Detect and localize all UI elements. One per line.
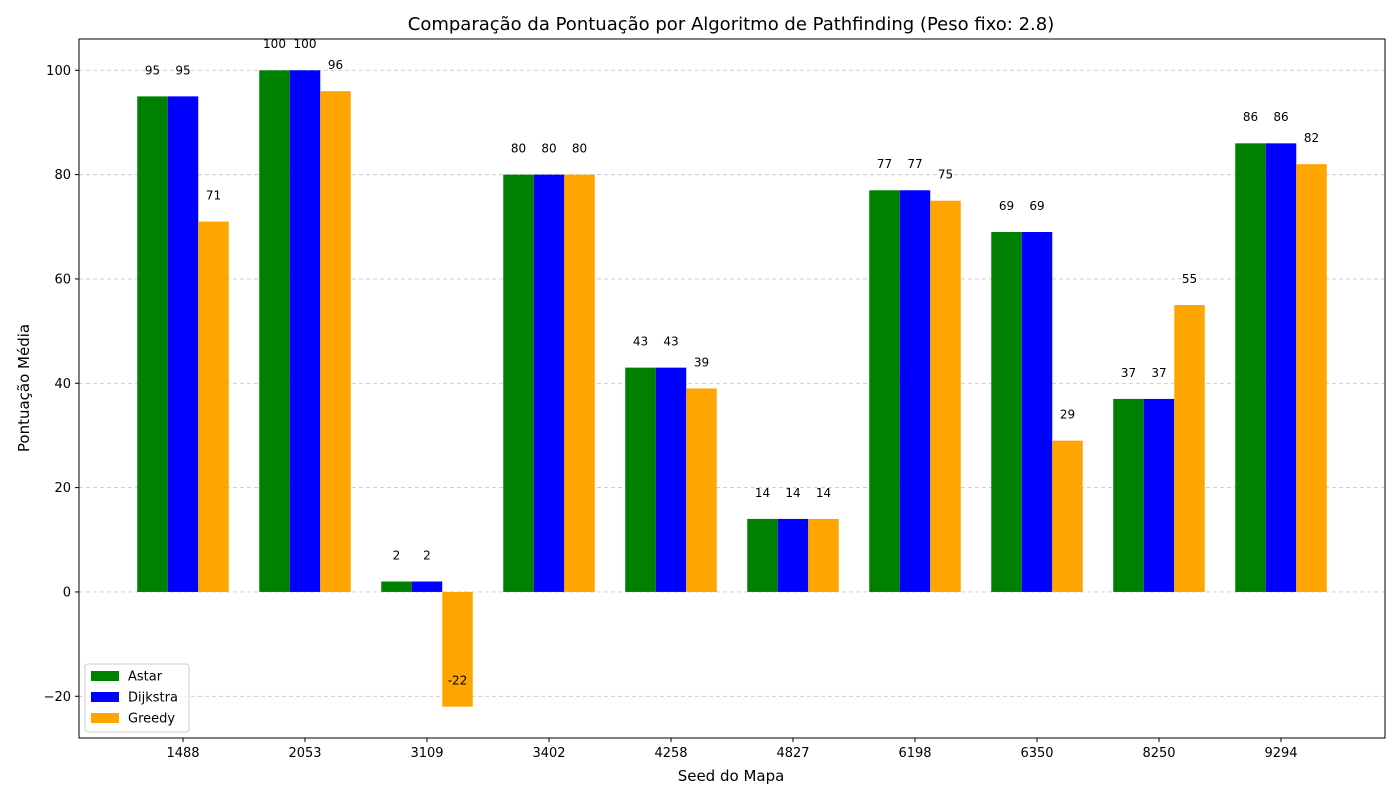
chart-title: Comparação da Pontuação por Algoritmo de… <box>408 14 1054 35</box>
bar-astar-2053 <box>259 70 290 592</box>
data-label: 82 <box>1304 131 1319 145</box>
bar-dijkstra-3402 <box>533 174 565 592</box>
bar-greedy-3109 <box>442 591 473 707</box>
data-label: 39 <box>694 355 709 369</box>
legend-swatch-greedy <box>91 713 119 723</box>
bar-greedy-4258 <box>686 388 717 592</box>
bar-dijkstra-6350 <box>1021 232 1053 592</box>
data-label: 75 <box>938 168 953 182</box>
bar-dijkstra-3109 <box>411 581 443 592</box>
data-label: 14 <box>816 486 831 500</box>
data-label: 2 <box>393 548 401 562</box>
y-axis-label: Pontuação Média <box>15 324 33 452</box>
legend: Astar Dijkstra Greedy <box>84 663 190 733</box>
data-labels: 95 100 2 80 43 14 77 69 37 86 95 100 2 80 43 14 77 69 37 86… <box>145 37 1319 687</box>
data-label: 43 <box>663 335 678 349</box>
x-tick-label: 9294 <box>1264 746 1297 761</box>
bar-greedy-6350 <box>1052 440 1083 592</box>
bar-greedy-6198 <box>930 200 961 592</box>
data-label: 95 <box>145 63 160 77</box>
bar-greedy-9294 <box>1296 164 1327 592</box>
x-tick-label: 6350 <box>1020 746 1053 761</box>
bar-dijkstra-1488 <box>167 96 199 592</box>
bar-greedy-1488 <box>198 221 229 592</box>
data-label: 43 <box>633 335 648 349</box>
bar-dijkstra-4827 <box>777 518 809 592</box>
y-tick-label: 60 <box>54 272 71 287</box>
bar-astar-9294 <box>1235 143 1266 592</box>
data-label: 96 <box>328 58 343 72</box>
data-label: 95 <box>175 63 190 77</box>
bar-astar-6198 <box>869 190 900 592</box>
plot-frame <box>78 38 1386 739</box>
bar-astar-4258 <box>625 367 656 592</box>
bar-astar-3402 <box>503 174 534 592</box>
y-tick-label: 20 <box>54 481 71 496</box>
data-label: 71 <box>206 188 221 202</box>
data-label: 29 <box>1060 408 1075 422</box>
bar-dijkstra-6198 <box>899 190 931 592</box>
x-tick-label: 6198 <box>898 746 931 761</box>
data-label: 14 <box>785 486 800 500</box>
data-label: 69 <box>999 199 1014 213</box>
data-label: 80 <box>511 142 526 156</box>
legend-label-greedy: Greedy <box>128 712 175 727</box>
bar-dijkstra-2053 <box>289 70 321 592</box>
x-tick-label: 3109 <box>410 746 443 761</box>
bar-astar-3109 <box>381 581 412 592</box>
data-label: -22 <box>448 674 468 688</box>
data-label: 2 <box>423 548 431 562</box>
x-tick-label: 8250 <box>1142 746 1175 761</box>
x-tick-label: 1488 <box>166 746 199 761</box>
data-label: 14 <box>755 486 770 500</box>
x-tick-label: 2053 <box>288 746 321 761</box>
y-tick-label: 100 <box>46 64 71 79</box>
data-label: 100 <box>263 37 286 51</box>
legend-label-dijkstra: Dijkstra <box>128 691 178 706</box>
bar-dijkstra-9294 <box>1265 143 1297 592</box>
y-tick-label: 80 <box>54 168 71 183</box>
x-tick-label: 4827 <box>776 746 809 761</box>
x-tick-label: 3402 <box>532 746 565 761</box>
bar-astar-4827 <box>747 518 778 592</box>
data-label: 37 <box>1151 366 1166 380</box>
bar-greedy-3402 <box>564 174 595 592</box>
data-label: 37 <box>1121 366 1136 380</box>
x-axis-label: Seed do Mapa <box>678 767 785 785</box>
data-label: 80 <box>541 142 556 156</box>
bar-astar-6350 <box>991 232 1022 592</box>
y-tick-label: −20 <box>44 690 71 705</box>
data-label: 86 <box>1273 110 1288 124</box>
bars <box>137 70 1327 707</box>
data-label: 86 <box>1243 110 1258 124</box>
x-tick-label: 4258 <box>654 746 687 761</box>
legend-swatch-astar <box>91 671 119 681</box>
bar-astar-8250 <box>1113 398 1144 592</box>
bar-greedy-2053 <box>320 91 351 592</box>
bar-greedy-8250 <box>1174 305 1205 592</box>
data-label: 100 <box>294 37 317 51</box>
data-label: 80 <box>572 142 587 156</box>
data-label: 69 <box>1029 199 1044 213</box>
legend-label-astar: Astar <box>128 670 163 685</box>
data-label: 77 <box>907 157 922 171</box>
y-tick-label: 0 <box>63 585 71 600</box>
data-label: 77 <box>877 157 892 171</box>
y-tick-label: 40 <box>54 377 71 392</box>
bar-astar-1488 <box>137 96 168 592</box>
legend-swatch-dijkstra <box>91 692 119 702</box>
axes: −20 0 20 40 60 80 100 1488 2053 3109 3402 4258 4827 6… <box>44 38 1386 761</box>
bar-dijkstra-4258 <box>655 367 687 592</box>
bar-dijkstra-8250 <box>1143 398 1175 592</box>
bar-greedy-4827 <box>808 518 839 592</box>
data-label: 55 <box>1182 272 1197 286</box>
